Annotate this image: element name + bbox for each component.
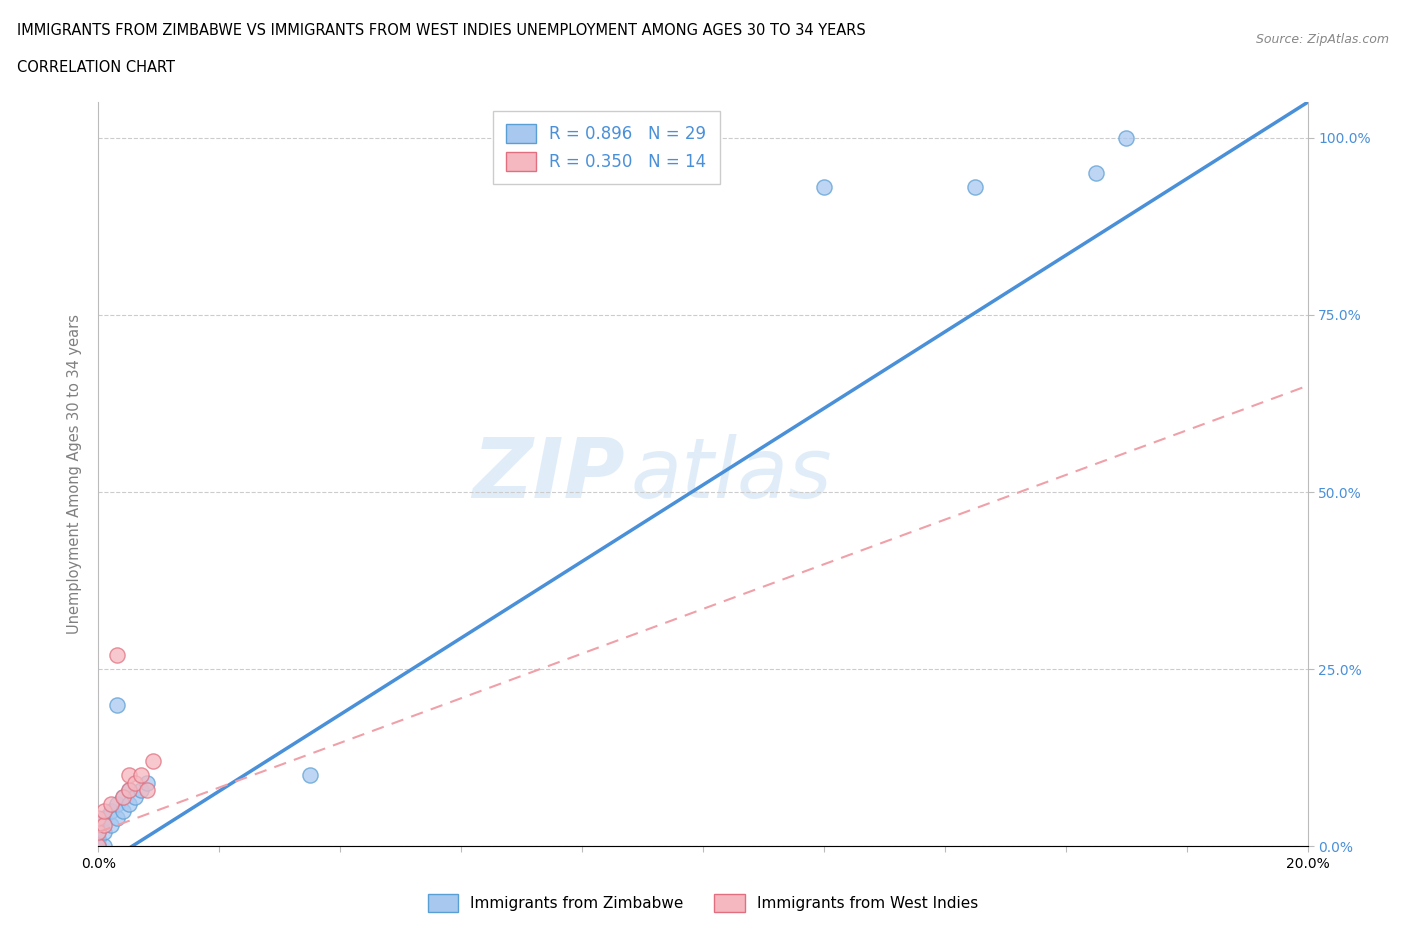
Point [87,839,110,854]
Point [93,811,115,826]
Point [93,804,115,818]
Point [87,811,110,826]
Point [1115,130,1137,145]
Point [87,825,110,840]
Point [299,768,322,783]
Point [87,839,110,854]
Point [87,825,110,840]
Text: ZIP: ZIP [472,433,624,515]
Point [87,839,110,854]
Point [142,754,165,769]
Point [93,825,115,840]
Point [87,839,110,854]
Point [118,782,141,797]
Point [93,839,115,854]
Point [105,698,128,712]
Point [93,817,115,832]
Point [129,782,152,797]
Text: CORRELATION CHART: CORRELATION CHART [17,60,174,75]
Point [111,804,134,818]
Point [100,796,122,811]
Point [105,796,128,811]
Legend: R = 0.896   N = 29, R = 0.350   N = 14: R = 0.896 N = 29, R = 0.350 N = 14 [492,111,720,184]
Text: Source: ZipAtlas.com: Source: ZipAtlas.com [1256,33,1389,46]
Point [965,179,987,194]
Point [105,811,128,826]
Point [124,775,146,790]
Point [87,831,110,846]
Point [135,775,157,790]
Point [100,817,122,832]
Text: IMMIGRANTS FROM ZIMBABWE VS IMMIGRANTS FROM WEST INDIES UNEMPLOYMENT AMONG AGES : IMMIGRANTS FROM ZIMBABWE VS IMMIGRANTS F… [17,23,866,38]
Point [87,839,110,854]
Point [1085,166,1108,180]
Point [118,796,141,811]
Point [111,790,134,804]
Point [124,790,146,804]
Point [118,768,141,783]
Point [105,647,128,662]
Point [135,782,157,797]
Point [118,782,141,797]
Point [100,804,122,818]
Point [813,179,835,194]
Y-axis label: Unemployment Among Ages 30 to 34 years: Unemployment Among Ages 30 to 34 years [67,314,83,634]
Point [111,790,134,804]
Point [87,831,110,846]
Point [87,839,110,854]
Text: atlas: atlas [630,433,832,515]
Point [129,768,152,783]
Point [87,817,110,832]
Legend: Immigrants from Zimbabwe, Immigrants from West Indies: Immigrants from Zimbabwe, Immigrants fro… [422,888,984,918]
